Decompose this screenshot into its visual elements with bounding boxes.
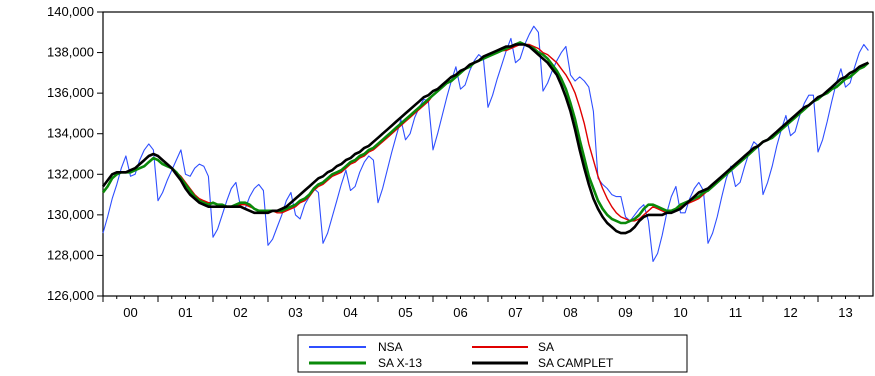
x-tick-label: 06 — [453, 305, 467, 320]
legend-label-sa: SA — [538, 340, 554, 354]
x-tick-label: 03 — [288, 305, 302, 320]
plot-area — [102, 11, 874, 297]
x-tick-label: 00 — [123, 305, 137, 320]
y-tick-label: 130,000 — [47, 207, 94, 222]
x-tick-label: 05 — [398, 305, 412, 320]
series-nsa-line — [102, 25, 869, 263]
x-tick-label: 02 — [233, 305, 247, 320]
x-tick-label: 07 — [508, 305, 522, 320]
legend-label-sa-camplet: SA CAMPLET — [538, 356, 614, 370]
y-tick-label: 132,000 — [47, 166, 94, 181]
x-tick-label: 04 — [343, 305, 357, 320]
y-tick-label: 138,000 — [47, 45, 94, 60]
y-tick-label: 134,000 — [47, 126, 94, 141]
legend: NSA SA SA X-13 SA CAMPLET — [297, 334, 688, 373]
series-layer — [101, 25, 870, 263]
x-tick-label: 13 — [838, 305, 852, 320]
x-axis: 00 01 02 03 04 05 06 07 08 09 10 11 12 13 — [102, 296, 860, 320]
series-sa-camplet-line — [101, 43, 869, 235]
legend-box — [297, 334, 688, 373]
y-tick-label: 128,000 — [47, 247, 94, 262]
x-tick-label: 08 — [563, 305, 577, 320]
y-tick-label: 136,000 — [47, 85, 94, 100]
x-tick-label: 12 — [783, 305, 797, 320]
x-tick-label: 01 — [178, 305, 192, 320]
x-tick-label: 10 — [673, 305, 687, 320]
legend-label-nsa: NSA — [378, 340, 403, 354]
legend-label-sa-x13: SA X-13 — [378, 356, 422, 370]
x-tick-label: 09 — [618, 305, 632, 320]
y-axis: 126,000 128,000 130,000 132,000 134,000 136,0… — [47, 4, 103, 303]
y-tick-label: 140,000 — [47, 4, 94, 19]
x-tick-label: 11 — [729, 305, 743, 320]
y-tick-label: 126,000 — [47, 288, 94, 303]
